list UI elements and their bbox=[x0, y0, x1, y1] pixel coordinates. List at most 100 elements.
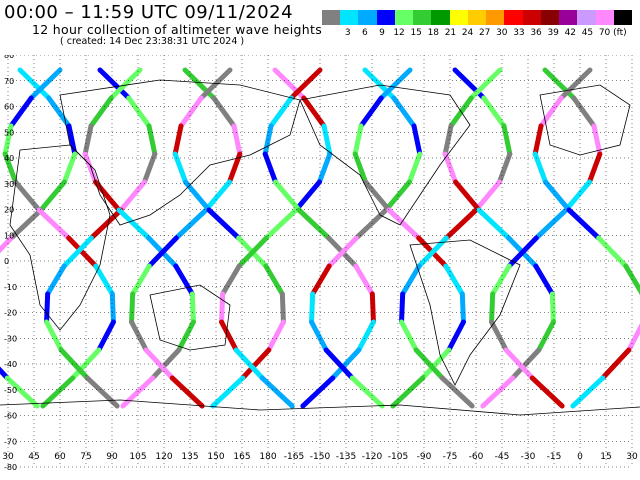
lon-label: 15 bbox=[600, 452, 611, 462]
track-segment bbox=[143, 347, 175, 381]
track-segment bbox=[533, 263, 555, 297]
track-segment bbox=[266, 319, 286, 353]
track-segment bbox=[558, 67, 593, 101]
track-segment bbox=[210, 375, 246, 409]
legend-swatch-10 bbox=[504, 10, 523, 25]
track-segment bbox=[36, 207, 72, 241]
track-segment bbox=[93, 179, 122, 213]
track-segment bbox=[310, 263, 332, 297]
track-segment bbox=[130, 263, 152, 297]
lon-label: -90 bbox=[417, 452, 432, 462]
lon-label: 0 bbox=[577, 452, 583, 462]
page-title: 00:00 – 11:59 UTC 09/11/2024 bbox=[4, 2, 294, 23]
legend-swatch-3 bbox=[376, 10, 395, 25]
world-map: 80 70 60 50 40 30 20 10 0 -10 -20 -30 -40 -50 -60 -70 -8… bbox=[0, 55, 640, 480]
track-segment bbox=[82, 123, 94, 157]
track-segment bbox=[44, 291, 51, 325]
latitude-labels: 80 70 60 50 40 30 20 10 0 -10 -20 -30 -40 -50 -60 -70 -8… bbox=[4, 55, 17, 472]
track-segment bbox=[0, 235, 14, 254]
track-segment bbox=[296, 207, 332, 241]
track-segment bbox=[510, 347, 542, 381]
track-segment bbox=[600, 347, 632, 381]
track-segment bbox=[369, 291, 376, 325]
legend-label-4: 12 bbox=[393, 28, 405, 38]
lat-label: 20 bbox=[4, 206, 14, 215]
track-segment bbox=[84, 375, 120, 409]
track-segment bbox=[446, 319, 466, 353]
track-segment bbox=[358, 95, 384, 129]
altimeter-tracks bbox=[0, 67, 640, 409]
track-segment bbox=[480, 375, 516, 409]
lon-label: -165 bbox=[284, 452, 304, 462]
legend-label-2: 6 bbox=[361, 28, 368, 38]
lon-label: 135 bbox=[181, 452, 198, 462]
track-segment bbox=[66, 235, 99, 269]
lon-label: 150 bbox=[207, 452, 224, 462]
track-segment bbox=[219, 291, 226, 325]
lat-label: 80 bbox=[4, 55, 14, 60]
legend-label-6: 18 bbox=[427, 28, 440, 38]
track-segment bbox=[489, 319, 509, 353]
track-segment bbox=[220, 263, 242, 297]
track-segment bbox=[226, 151, 243, 185]
legend-swatch-7 bbox=[449, 10, 468, 25]
track-segment bbox=[273, 179, 302, 213]
legend-swatch-15 bbox=[595, 10, 614, 25]
legend-label-0 bbox=[322, 28, 339, 38]
lat-label: 0 bbox=[4, 257, 9, 266]
legend-swatch-1 bbox=[340, 10, 359, 25]
lat-label: -30 bbox=[4, 334, 17, 343]
lon-label: 45 bbox=[28, 452, 39, 462]
lat-lon-grid bbox=[7, 55, 633, 468]
lon-label: -150 bbox=[310, 452, 331, 462]
legend-swatch-9 bbox=[486, 10, 505, 25]
coast-australia bbox=[149, 284, 231, 351]
track-segment bbox=[571, 95, 597, 129]
track-segment bbox=[459, 291, 466, 325]
track-segment bbox=[326, 235, 359, 269]
legend-label-16: 70 bbox=[598, 28, 611, 38]
track-segment bbox=[88, 95, 114, 129]
legend-swatch-8 bbox=[467, 10, 487, 25]
track-segment bbox=[411, 123, 423, 157]
track-segment bbox=[2, 151, 19, 185]
track-segment bbox=[316, 151, 333, 185]
track-segment bbox=[109, 291, 116, 325]
track-segment bbox=[400, 263, 422, 297]
track-segment bbox=[146, 235, 179, 269]
legend-label-15: 45 bbox=[581, 28, 594, 38]
track-segment bbox=[263, 207, 299, 241]
track-segment bbox=[262, 151, 279, 185]
track-segment bbox=[116, 207, 152, 241]
lon-label: -75 bbox=[443, 452, 458, 462]
track-segment bbox=[538, 95, 564, 129]
legend-swatch-16 bbox=[613, 10, 632, 25]
page-subtitle: 12 hour collection of altimeter wave hei… bbox=[32, 22, 323, 37]
track-segment bbox=[233, 347, 265, 381]
track-segment bbox=[301, 95, 327, 129]
track-segment bbox=[288, 67, 323, 101]
lat-label: -50 bbox=[4, 386, 17, 395]
legend-swatch-12 bbox=[540, 10, 560, 25]
legend-label-11: 33 bbox=[513, 28, 525, 38]
track-segment bbox=[536, 319, 556, 353]
coast-asia bbox=[59, 79, 301, 226]
track-segment bbox=[442, 123, 454, 157]
track-segment bbox=[413, 347, 445, 381]
lon-label: 75 bbox=[80, 452, 91, 462]
track-segment bbox=[211, 95, 237, 129]
lon-label: -120 bbox=[362, 452, 383, 462]
track-segment bbox=[323, 347, 355, 381]
track-segment bbox=[13, 179, 42, 213]
track-segment bbox=[38, 179, 67, 213]
lat-label: 70 bbox=[4, 77, 14, 86]
track-segment bbox=[626, 323, 640, 353]
lat-label: 60 bbox=[4, 103, 14, 112]
track-segment bbox=[236, 235, 269, 269]
track-segment bbox=[490, 263, 512, 297]
track-segment bbox=[443, 263, 465, 297]
coastlines bbox=[0, 79, 640, 416]
track-segment bbox=[532, 123, 544, 157]
track-segment bbox=[353, 263, 375, 297]
longitude-labels: 30 45 60 75 90 105 120 135 150 165 180 -165 -150 -135… bbox=[2, 452, 638, 462]
